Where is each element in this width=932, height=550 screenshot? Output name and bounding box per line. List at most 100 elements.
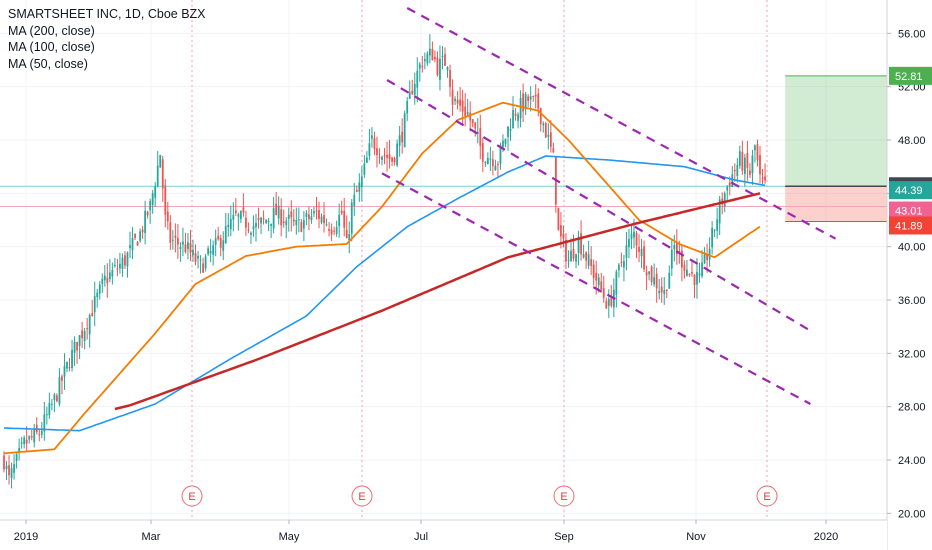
candle — [673, 234, 676, 262]
candle — [660, 277, 663, 303]
ma200-legend[interactable]: MA (200, close) — [8, 23, 95, 38]
x-tick-label: 2020 — [814, 531, 838, 543]
candle — [623, 254, 625, 282]
symbol-title[interactable]: SMARTSHEET INC, 1D, Cboe BZX — [8, 7, 206, 21]
candle — [48, 392, 51, 419]
candle — [653, 263, 656, 287]
candle — [182, 227, 184, 257]
candle — [446, 66, 449, 78]
candle — [706, 243, 708, 273]
candle — [539, 107, 542, 132]
candle — [83, 327, 86, 350]
candle — [171, 230, 174, 250]
candle — [282, 209, 285, 228]
ma100-legend[interactable]: MA (100, close) — [8, 40, 95, 54]
candle — [398, 125, 401, 157]
ma50-line[interactable] — [3, 101, 761, 455]
candle — [759, 146, 761, 183]
candle — [350, 198, 353, 242]
candle — [124, 251, 126, 270]
price-axis[interactable] — [887, 0, 932, 550]
candle — [232, 202, 235, 232]
ma200-line[interactable] — [114, 192, 761, 411]
candle — [491, 150, 494, 176]
candle — [58, 368, 61, 407]
candle — [234, 198, 237, 216]
candle — [50, 399, 53, 411]
candle — [371, 127, 373, 148]
candle — [746, 140, 749, 181]
earnings-marker[interactable]: E — [756, 485, 778, 507]
candle — [512, 96, 514, 129]
candle — [363, 155, 366, 178]
candle — [139, 228, 141, 243]
candle — [625, 231, 628, 271]
candle — [56, 393, 58, 403]
candle — [73, 336, 76, 366]
channel-line[interactable] — [381, 172, 811, 405]
candle — [403, 110, 406, 148]
candle — [454, 96, 456, 105]
candle — [320, 213, 323, 225]
candle — [741, 140, 744, 175]
candle — [217, 226, 220, 241]
candle — [313, 206, 315, 218]
x-tick-label: Mar — [142, 531, 161, 543]
candle — [507, 126, 509, 151]
candle — [733, 163, 736, 182]
candle — [411, 79, 414, 96]
candle — [471, 119, 474, 128]
candle — [214, 229, 217, 257]
x-tick-label: 2019 — [14, 531, 38, 543]
candle — [497, 161, 499, 179]
candle — [292, 209, 295, 227]
svg-text:44.39: 44.39 — [895, 185, 923, 197]
candle — [207, 245, 210, 256]
price-tag[interactable]: 52.81 — [889, 66, 932, 85]
candle — [335, 220, 338, 237]
candle — [275, 192, 278, 216]
earnings-marker[interactable]: E — [351, 485, 373, 507]
candle — [486, 152, 489, 165]
candle — [136, 240, 139, 246]
candle — [708, 237, 711, 267]
candle — [388, 140, 391, 169]
price-tag[interactable]: 43.01 — [889, 201, 932, 220]
y-tick-label: 32.00 — [898, 348, 926, 360]
earnings-marker[interactable]: E — [181, 485, 203, 507]
grid — [0, 0, 887, 520]
time-axis[interactable] — [0, 520, 887, 550]
price-tag[interactable]: 41.89 — [889, 216, 932, 235]
candle — [81, 321, 84, 349]
candle — [703, 247, 706, 264]
candle — [68, 358, 71, 372]
price-tag[interactable]: 44.39 — [889, 181, 932, 200]
candle — [318, 201, 320, 229]
ma100-line[interactable] — [3, 155, 766, 432]
candle — [13, 454, 15, 480]
candle — [416, 57, 419, 103]
candle — [658, 278, 661, 300]
candle — [514, 108, 517, 121]
candle — [529, 86, 532, 112]
candle — [645, 265, 648, 291]
candle — [101, 273, 104, 294]
ma50-legend[interactable]: MA (50, close) — [8, 56, 88, 71]
candle — [63, 353, 66, 390]
candle — [10, 462, 13, 489]
candle — [587, 240, 590, 270]
candle — [451, 79, 454, 116]
channel-line[interactable] — [406, 7, 837, 240]
candle — [585, 251, 588, 269]
candle — [86, 317, 89, 340]
candle — [680, 244, 683, 282]
candle — [285, 217, 288, 239]
candle — [156, 151, 159, 188]
candle — [239, 210, 242, 223]
earnings-marker[interactable]: E — [553, 485, 575, 507]
candle — [250, 231, 252, 244]
candle — [129, 231, 131, 259]
channel-line[interactable] — [386, 79, 811, 332]
candle — [151, 190, 154, 214]
